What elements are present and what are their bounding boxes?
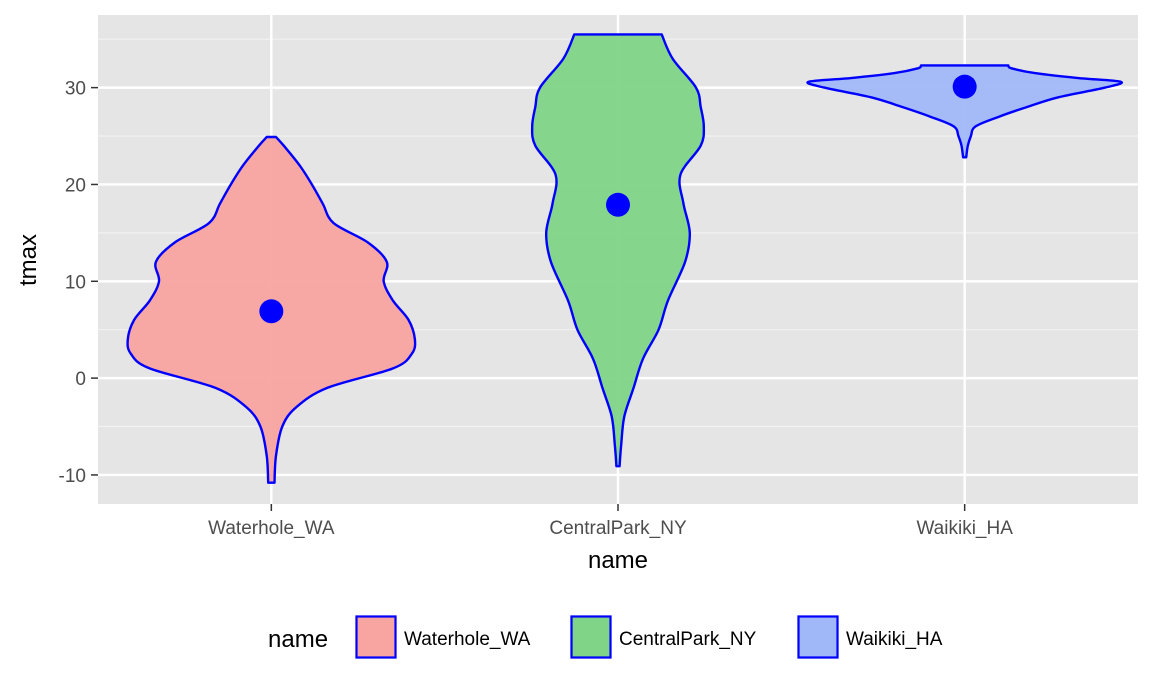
mean-point-centralpark-ny: [606, 192, 630, 217]
y-tick-label: 10: [65, 272, 86, 293]
violin-waikiki-ha: [806, 64, 1123, 159]
legend-label: CentralPark_NY: [619, 629, 757, 650]
legend-label: Waterhole_WA: [404, 629, 531, 650]
y-tick-label: -10: [59, 466, 86, 487]
violin-centralpark-ny: [530, 33, 706, 468]
y-tick-label: 0: [75, 369, 86, 390]
y-tick-label: 20: [65, 175, 86, 196]
mean-points: [259, 74, 977, 324]
tick-labels: -10 0 10 20 30 Waterhole_WA CentralPark_NY Waik…: [59, 79, 1014, 539]
mean-point-waterhole-wa: [259, 299, 284, 324]
legend: name Waterhole_WA CentralPark_NY Waikiki_H…: [268, 615, 943, 659]
x-tick-label: Waterhole_WA: [208, 518, 335, 539]
y-tick-label: 30: [65, 79, 86, 100]
legend-swatch: [797, 615, 839, 659]
legend-title: name: [268, 626, 328, 653]
legend-label: Waikiki_HA: [846, 629, 943, 650]
x-axis-title: name: [588, 547, 648, 574]
mean-point-waikiki-ha: [952, 74, 977, 99]
axis-ticks: [91, 86, 966, 511]
x-tick-label: Waikiki_HA: [916, 518, 1013, 539]
x-tick-label: CentralPark_NY: [549, 518, 687, 539]
legend-swatch: [570, 615, 612, 659]
y-axis-title: tmax: [15, 234, 42, 286]
legend-swatch: [355, 615, 397, 659]
